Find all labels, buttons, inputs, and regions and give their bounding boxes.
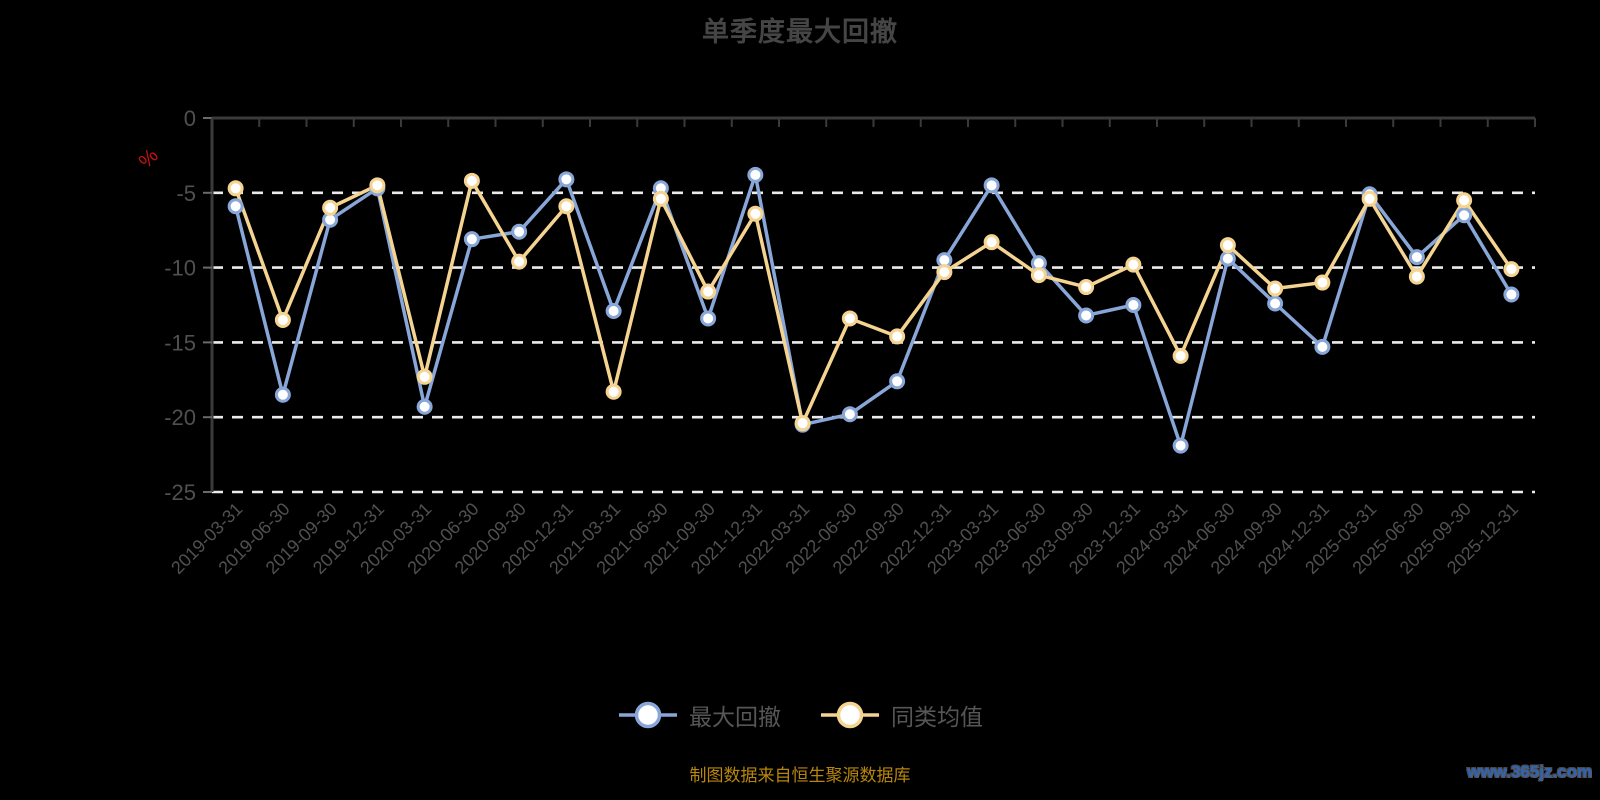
y-tick-label: -20: [164, 405, 196, 430]
data-point[interactable]: [841, 406, 858, 423]
legend-label: 最大回撤: [689, 704, 781, 730]
data-point[interactable]: [1030, 267, 1047, 284]
data-point[interactable]: [274, 311, 291, 328]
data-point[interactable]: [1408, 249, 1425, 266]
data-point[interactable]: [227, 180, 244, 197]
data-point[interactable]: [1078, 279, 1095, 296]
y-tick-label: -10: [164, 256, 196, 281]
data-point[interactable]: [1456, 192, 1473, 209]
data-point[interactable]: [511, 253, 528, 270]
data-point[interactable]: [1219, 250, 1236, 267]
data-point[interactable]: [1172, 347, 1189, 364]
data-point[interactable]: [605, 302, 622, 319]
data-point[interactable]: [747, 166, 764, 183]
data-point[interactable]: [1267, 295, 1284, 312]
y-axis-unit-label: %: [135, 145, 163, 173]
series-line: [233, 179, 1514, 425]
data-point[interactable]: [936, 264, 953, 281]
series-line: [233, 173, 1514, 448]
chart-title: 单季度最大回撤: [702, 17, 898, 47]
data-point[interactable]: [1125, 256, 1142, 273]
legend-item-max-drawdown[interactable]: 最大回撤: [617, 698, 781, 732]
y-tick-label: -5: [176, 181, 196, 206]
data-point[interactable]: [463, 231, 480, 248]
data-point[interactable]: [794, 415, 811, 432]
data-point[interactable]: [463, 172, 480, 189]
data-point[interactable]: [889, 373, 906, 390]
data-point[interactable]: [1172, 437, 1189, 454]
data-point[interactable]: [700, 283, 717, 300]
legend-circle: [836, 701, 864, 729]
legend-line-circle-icon: [619, 701, 677, 729]
data-point[interactable]: [227, 198, 244, 215]
data-point[interactable]: [1456, 207, 1473, 224]
watermark-link[interactable]: www.365jz.com: [1466, 762, 1592, 781]
data-point[interactable]: [841, 310, 858, 327]
data-point[interactable]: [747, 205, 764, 222]
legend-item-category-average[interactable]: 同类均值: [819, 698, 983, 732]
data-point[interactable]: [983, 234, 1000, 251]
y-tick-label: -25: [164, 480, 196, 505]
data-point[interactable]: [322, 199, 339, 216]
data-point[interactable]: [889, 328, 906, 345]
data-point[interactable]: [369, 177, 386, 194]
data-point[interactable]: [700, 310, 717, 327]
data-source-note: 制图数据来自恒生聚源数据库: [689, 766, 911, 785]
data-point[interactable]: [1314, 274, 1331, 291]
legend: 最大回撤 同类均值: [0, 698, 1600, 732]
data-point[interactable]: [1078, 307, 1095, 324]
data-point[interactable]: [558, 198, 575, 215]
data-point[interactable]: [511, 223, 528, 240]
data-point[interactable]: [1314, 338, 1331, 355]
data-point[interactable]: [416, 398, 433, 415]
y-tick-label: -15: [164, 330, 196, 355]
data-point[interactable]: [1125, 297, 1142, 313]
data-point[interactable]: [1219, 237, 1236, 254]
data-point[interactable]: [274, 386, 291, 403]
data-point[interactable]: [1267, 280, 1284, 297]
data-point[interactable]: [652, 190, 669, 207]
data-point[interactable]: [605, 383, 622, 400]
y-tick-label: 0: [184, 106, 196, 131]
data-point[interactable]: [1503, 286, 1520, 303]
data-point[interactable]: [983, 177, 1000, 194]
data-point[interactable]: [1503, 261, 1520, 278]
legend-line-circle-icon: [821, 701, 879, 729]
data-point[interactable]: [558, 171, 575, 188]
data-point[interactable]: [1361, 190, 1378, 207]
data-point[interactable]: [416, 368, 433, 385]
legend-label: 同类均值: [891, 704, 983, 730]
data-point[interactable]: [1408, 268, 1425, 285]
legend-circle: [634, 701, 662, 729]
